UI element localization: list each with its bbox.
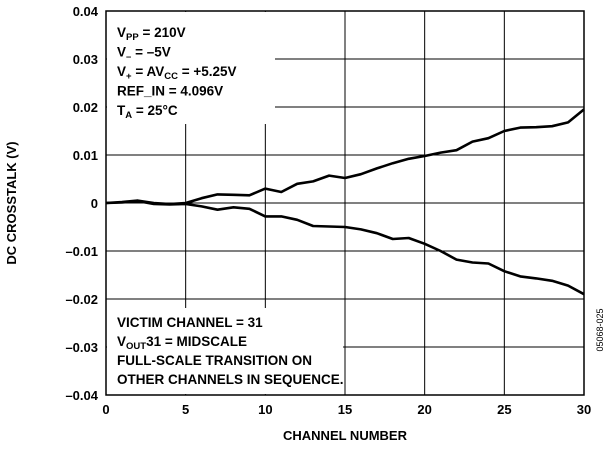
x-tick-label: 20 — [417, 402, 431, 417]
series-line-2 — [105, 199, 585, 296]
y-tick-label: 0 — [91, 196, 98, 211]
figure-id: 05068-025 — [595, 308, 605, 351]
conditions-line-1: VPP = 210V — [117, 25, 186, 43]
x-tick-label: 25 — [497, 402, 511, 417]
x-axis-label: CHANNEL NUMBER — [283, 428, 408, 443]
x-tick-labels: 0 5 10 15 20 25 30 — [102, 402, 591, 417]
y-tick-label: –0.03 — [65, 340, 98, 355]
victim-line-4: OTHER CHANNELS IN SEQUENCE. — [117, 372, 344, 387]
x-tick-label: 5 — [182, 402, 189, 417]
victim-line-1: VICTIM CHANNEL = 31 — [117, 315, 263, 330]
y-tick-label: 0.03 — [73, 52, 98, 67]
x-tick-label: 0 — [102, 402, 109, 417]
x-tick-label: 15 — [338, 402, 352, 417]
series-lines — [105, 108, 585, 296]
x-tick-label: 30 — [577, 402, 591, 417]
conditions-box — [107, 12, 275, 124]
conditions-line-4: REF_IN = 4.096V — [117, 84, 223, 99]
victim-box — [107, 308, 343, 394]
victim-line-2: VOUT31 = MIDSCALE — [117, 334, 247, 352]
y-tick-label: 0.01 — [73, 148, 98, 163]
victim-line-3: FULL-SCALE TRANSITION ON — [117, 353, 312, 368]
conditions-annotation: VPP = 210V V– = –5VV+ = AVCC = +5.25V REF_… — [117, 25, 237, 121]
plot-frame — [105, 10, 585, 396]
y-tick-labels: 0.04 0.03 0.02 0.01 0 –0.01 –0.02 –0.03 –0.04 — [65, 4, 98, 403]
conditions-line-3: V+ = AVCC = +5.25V — [117, 64, 237, 82]
y-tick-label: –0.04 — [65, 388, 98, 403]
annotation-backgrounds — [107, 12, 343, 394]
x-tick-label: 10 — [258, 402, 272, 417]
y-tick-label: –0.01 — [65, 244, 98, 259]
conditions-line-5: TA = 25°C — [117, 103, 178, 121]
y-tick-label: 0.02 — [73, 100, 98, 115]
y-tick-label: 0.04 — [73, 4, 99, 19]
y-axis-label: DC CROSSTALK (V) — [4, 141, 19, 264]
y-tick-label: –0.02 — [65, 292, 98, 307]
conditions-line-2: V– = –5V — [117, 45, 171, 63]
victim-annotation: VICTIM CHANNEL = 31 VOUT31 = MIDSCALEFULL… — [117, 315, 344, 387]
